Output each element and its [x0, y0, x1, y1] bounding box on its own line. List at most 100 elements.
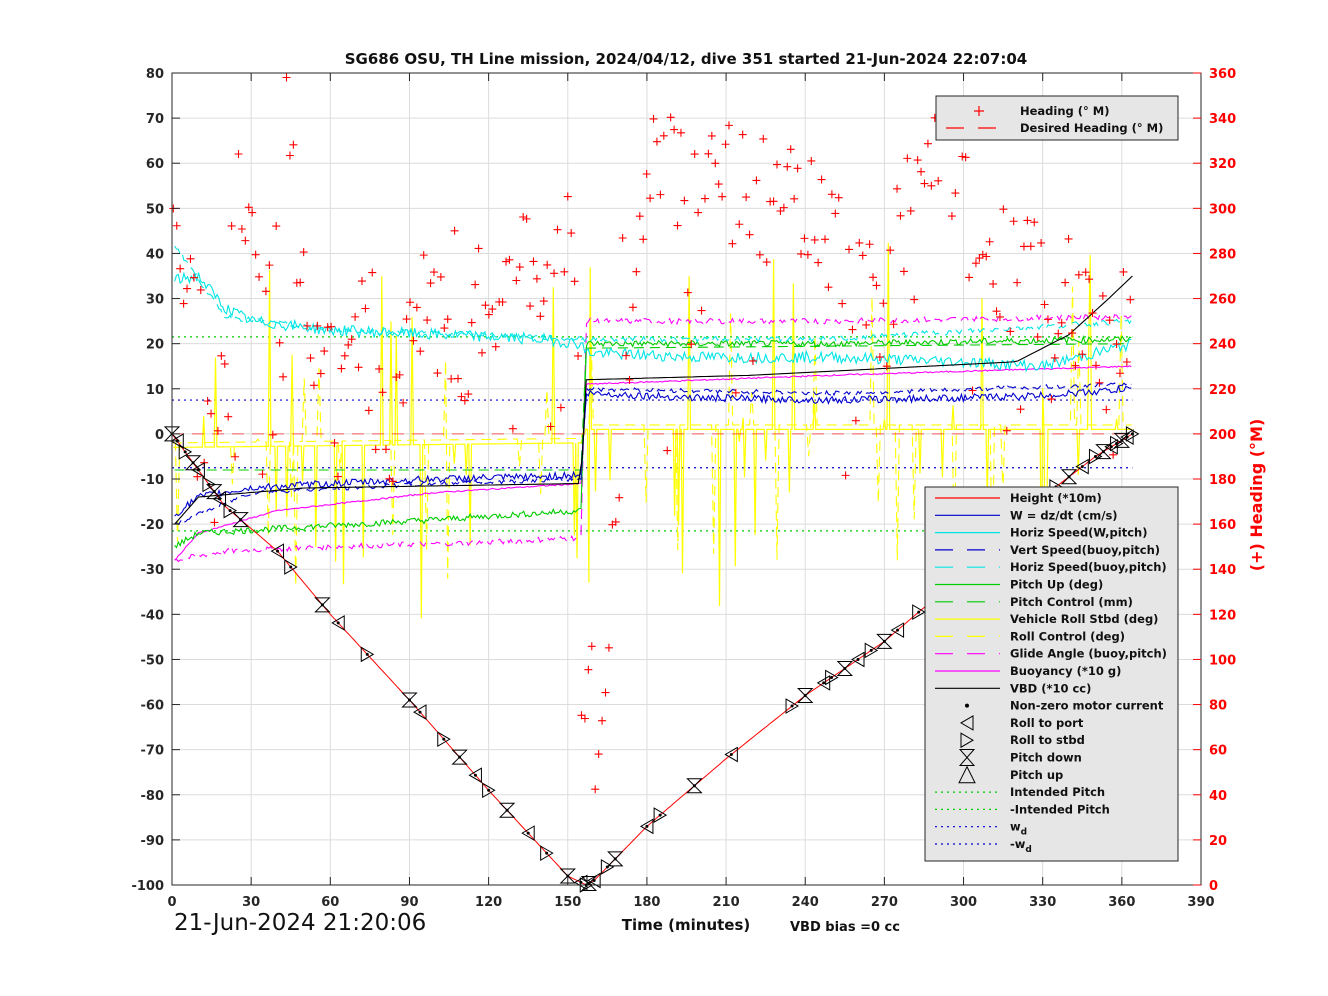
heading-point	[340, 351, 349, 360]
heading-point	[810, 235, 819, 244]
heading-point	[460, 396, 469, 405]
x-tick-label: 60	[321, 895, 339, 910]
roll-port-marker	[331, 615, 345, 631]
roll-stbd-marker	[864, 642, 879, 659]
pitch-down-marker	[232, 512, 249, 528]
heading-point	[971, 259, 980, 268]
heading-point	[1122, 357, 1131, 366]
timestamp: 21-Jun-2024 21:20:06	[174, 910, 427, 936]
heading-point	[790, 194, 799, 203]
heading-point	[886, 246, 895, 255]
roll-stbd-marker	[284, 559, 298, 575]
heading-point	[961, 153, 970, 162]
x-axis-label: Time (minutes)	[622, 916, 751, 934]
heading-point	[1126, 295, 1135, 304]
motor-dot	[917, 610, 921, 614]
heading-point	[189, 273, 198, 282]
motor-dot	[1130, 432, 1134, 436]
heading-point	[646, 194, 655, 203]
heading-point	[742, 193, 751, 202]
vbd-bias-label: VBD bias =0 cc	[790, 920, 900, 935]
heading-point	[505, 255, 514, 264]
heading-point	[313, 321, 322, 330]
heading-point	[862, 320, 871, 329]
heading-point	[248, 208, 257, 217]
heading-point	[526, 302, 535, 311]
heading-point	[258, 470, 267, 479]
heading-point	[426, 279, 435, 288]
pitch-up-series	[174, 334, 1132, 549]
heading-point	[330, 438, 339, 447]
heading-point	[958, 152, 967, 161]
main-legend-label: Horiz Speed(W,pitch)	[1010, 526, 1147, 540]
x-tick-label: 330	[1029, 895, 1056, 910]
heading-point	[1009, 217, 1018, 226]
motor-dot	[729, 752, 733, 756]
motor-dot	[442, 737, 446, 741]
x-tick-label: 270	[871, 895, 898, 910]
y-right-tick-label: 60	[1209, 744, 1227, 759]
motor-dot	[228, 509, 232, 513]
heading-point	[1109, 450, 1118, 459]
y-right-tick-label: 80	[1209, 699, 1227, 714]
main-legend-label: Pitch Up (deg)	[1010, 578, 1103, 592]
heading-point	[416, 347, 425, 356]
y-left-tick-label: -10	[141, 473, 165, 488]
heading-point	[951, 189, 960, 198]
legend-pitch-up-symbol	[958, 765, 976, 784]
heading-point	[265, 261, 274, 270]
y-left-tick-label: 80	[146, 67, 164, 82]
data-series	[163, 73, 1140, 893]
motor-dot	[587, 881, 591, 885]
heading-point	[563, 192, 572, 201]
heading-point	[1013, 278, 1022, 287]
heading-point	[982, 252, 991, 261]
main-legend-label: Horiz Speed(buoy,pitch)	[1010, 560, 1167, 574]
y-left-tick-label: -40	[141, 608, 165, 623]
roll-stbd-marker	[202, 476, 216, 493]
heading-point	[745, 230, 754, 239]
heading-point	[186, 254, 195, 263]
pitch-down-marker	[314, 597, 331, 613]
heading-point	[697, 306, 706, 315]
heading-point	[488, 305, 497, 314]
heading-point	[227, 221, 236, 230]
x-tick-label: 390	[1187, 895, 1214, 910]
heading-point	[893, 184, 902, 193]
heading-point	[491, 342, 500, 351]
heading-point	[512, 276, 521, 285]
heading-point	[649, 114, 658, 123]
y-right-tick-label: 220	[1209, 383, 1236, 398]
heading-point	[502, 257, 511, 266]
heading-point	[443, 315, 452, 324]
heading-point	[419, 251, 428, 260]
heading-point	[913, 156, 922, 165]
heading-point	[478, 348, 487, 357]
heading-point	[378, 388, 387, 397]
heading-point	[899, 267, 908, 276]
heading-point	[797, 249, 806, 258]
heading-point	[553, 225, 562, 234]
heading-point	[838, 299, 847, 308]
roll-stbd-marker	[437, 731, 451, 748]
heading-point	[618, 234, 627, 243]
heading-point	[721, 140, 730, 149]
y-right-tick-label: 140	[1209, 563, 1236, 578]
main-legend-label: Pitch up	[1010, 768, 1063, 782]
heading-point	[625, 375, 634, 384]
heading-point	[183, 284, 192, 293]
heading-point	[700, 194, 709, 203]
heading-point	[536, 312, 545, 321]
roll-port-marker	[724, 746, 738, 763]
heading-point	[923, 139, 932, 148]
roll-port-marker	[587, 872, 601, 889]
heading-point	[484, 310, 493, 319]
heading-point	[1033, 332, 1042, 341]
roll-port-marker	[413, 704, 427, 720]
motor-dot	[365, 652, 369, 656]
heading-point	[711, 159, 720, 168]
heading-point	[628, 303, 637, 312]
heading-point	[251, 250, 260, 259]
heading-point	[1105, 316, 1114, 325]
